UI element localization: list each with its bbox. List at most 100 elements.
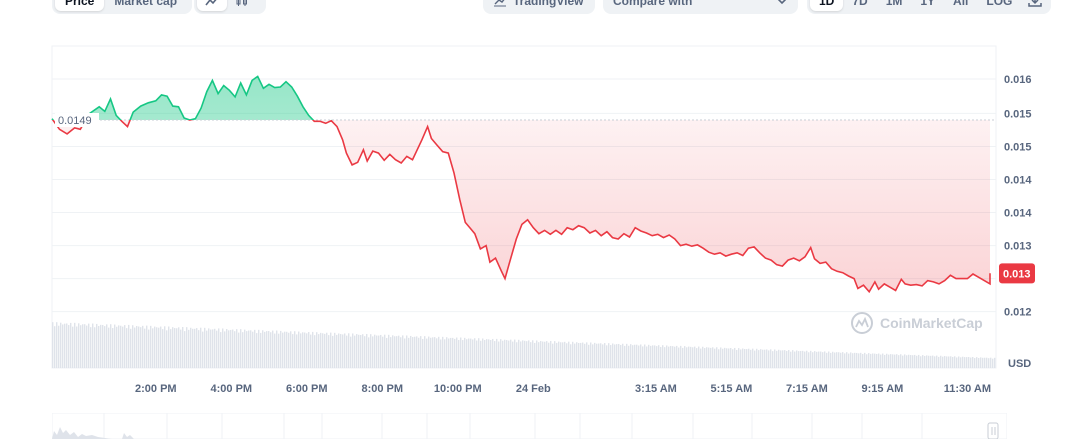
volume-bar: [770, 349, 772, 368]
volume-bar: [584, 343, 586, 368]
volume-bar: [736, 349, 738, 368]
volume-bar: [374, 334, 376, 368]
compare-label: Compare with: [613, 0, 693, 8]
volume-bar: [638, 345, 640, 368]
volume-bar: [708, 347, 710, 368]
range-1m-button[interactable]: 1M: [885, 0, 903, 8]
y-unit-label: USD: [1008, 358, 1031, 370]
volume-bar: [250, 330, 252, 368]
volume-bar: [876, 353, 878, 368]
volume-bar: [92, 323, 94, 368]
volume-bar: [86, 325, 88, 368]
price-tab[interactable]: Price: [55, 0, 105, 11]
volume-bar: [892, 354, 894, 368]
range-1d-button[interactable]: 1D: [810, 0, 844, 11]
volume-bar: [734, 347, 736, 368]
volume-bar: [822, 352, 824, 368]
volume-bar: [834, 352, 836, 368]
volume-bar: [792, 350, 794, 368]
volume-bar: [578, 342, 580, 368]
tradingview-button[interactable]: TradingView: [483, 0, 595, 14]
volume-bar: [816, 351, 818, 368]
volume-bar: [452, 337, 454, 368]
line-chart-icon[interactable]: [197, 0, 227, 11]
volume-bar: [122, 326, 124, 368]
volume-bar: [138, 326, 140, 368]
volume-bar: [106, 324, 108, 368]
x-tick-label: 9:15 AM: [862, 383, 904, 395]
volume-bar: [604, 343, 606, 368]
volume-bar: [842, 352, 844, 368]
volume-bar: [984, 357, 986, 368]
volume-bar: [488, 339, 490, 368]
volume-bar: [232, 329, 234, 368]
volume-bar: [754, 350, 756, 368]
chart-type-toggle: [194, 0, 266, 14]
market-cap-tab[interactable]: Market cap: [114, 0, 178, 8]
volume-bar: [640, 344, 642, 368]
volume-bar: [212, 329, 214, 368]
navigator-handle[interactable]: [987, 422, 999, 440]
volume-bar: [132, 325, 134, 368]
volume-bar: [358, 334, 360, 368]
candlestick-icon[interactable]: [227, 0, 257, 11]
volume-bar: [290, 331, 292, 368]
volume-bar: [230, 329, 232, 368]
svg-text:0.013: 0.013: [1003, 268, 1031, 280]
volume-bar: [934, 356, 936, 368]
download-icon[interactable]: [1021, 0, 1048, 11]
volume-bar: [256, 333, 258, 368]
volume-bar: [838, 352, 840, 368]
current-price-tag[interactable]: 0.013: [999, 263, 1035, 284]
volume-bar: [728, 348, 730, 368]
volume-bar: [378, 335, 380, 368]
volume-bar: [450, 337, 452, 368]
y-tick-label: 0.016: [1004, 74, 1032, 86]
volume-bar: [912, 355, 914, 368]
volume-bar: [512, 341, 514, 368]
range-log-button[interactable]: LOG: [986, 0, 1013, 8]
volume-bar: [254, 329, 256, 368]
x-tick-label: 4:00 PM: [211, 383, 253, 395]
volume-bar: [732, 349, 734, 368]
volume-bar: [168, 326, 170, 368]
volume-bar: [324, 333, 326, 368]
volume-bar: [216, 330, 218, 368]
volume-bar: [808, 352, 810, 368]
volume-bar: [350, 336, 352, 368]
volume-bar: [332, 335, 334, 368]
volume-bar: [646, 346, 648, 368]
volume-bar: [612, 343, 614, 368]
volume-bar: [898, 355, 900, 368]
volume-bar: [564, 341, 566, 368]
volume-bar: [392, 335, 394, 368]
range-1y-button[interactable]: 1Y: [920, 0, 936, 8]
volume-bar: [56, 322, 58, 368]
volume-bar: [126, 328, 128, 368]
volume-bar: [704, 348, 706, 368]
volume-bar: [964, 357, 966, 368]
volume-bar: [542, 341, 544, 368]
volume-bar: [102, 324, 104, 368]
volume-bar: [878, 353, 880, 368]
volume-bar: [924, 355, 926, 368]
range-navigator[interactable]: [51, 412, 1008, 440]
volume-bar: [614, 344, 616, 368]
volume-bar: [76, 326, 78, 368]
chevron-down-icon: [776, 0, 788, 5]
volume-bar: [576, 342, 578, 368]
volume-bar: [684, 346, 686, 368]
volume-bar: [950, 356, 952, 368]
x-tick-label: 6:00 PM: [286, 383, 328, 395]
volume-bar: [388, 334, 390, 368]
volume-bar: [252, 331, 254, 368]
volume-bar: [904, 354, 906, 368]
volume-bar: [920, 356, 922, 368]
volume-bar: [184, 331, 186, 368]
range-all-button[interactable]: All: [953, 0, 969, 8]
range-7d-button[interactable]: 7D: [852, 0, 868, 8]
volume-bar: [618, 343, 620, 368]
compare-with-select[interactable]: Compare with: [603, 0, 798, 14]
volume-bar: [54, 326, 56, 368]
volume-bar: [546, 341, 548, 368]
